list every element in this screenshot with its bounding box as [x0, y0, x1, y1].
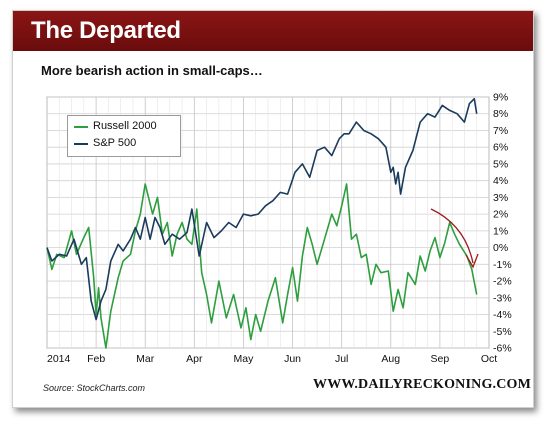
series-line-0 — [46, 183, 478, 349]
y-tick-label: -3% — [493, 292, 512, 304]
series-line-1 — [46, 97, 478, 321]
trend-arrow-shaft — [430, 208, 474, 264]
line-chart: 9% 8% 7% 6% 5% 4% 3% 2% 1% 0% -1% -2% -3% -4% -5% -6% 2… — [46, 92, 512, 365]
chart-subtitle: More bearish action in small-caps… — [41, 63, 263, 78]
x-tick-label: Sep — [431, 353, 450, 365]
series-lines — [46, 97, 478, 349]
x-tick-label: Jun — [284, 353, 301, 365]
y-tick-label: 0% — [493, 242, 508, 254]
x-tick-label: Aug — [381, 353, 400, 365]
y-tick-label: -6% — [493, 343, 512, 355]
x-tick-label: Jul — [335, 353, 348, 365]
trend-arrow-head — [465, 253, 479, 269]
title-bar: The Departed — [13, 11, 533, 51]
x-tick-label: Mar — [136, 353, 155, 365]
y-tick-label: -5% — [493, 326, 512, 338]
x-tick-label: 2014 — [47, 353, 71, 365]
chart-title: The Departed — [31, 17, 181, 44]
y-tick-label: -1% — [493, 259, 512, 271]
x-tick-label: Oct — [481, 353, 497, 365]
y-tick-label: 1% — [493, 225, 508, 237]
legend-label-russell: Russell 2000 — [93, 120, 157, 132]
y-tick-label: 6% — [493, 142, 508, 154]
y-tick-label: 9% — [493, 92, 508, 104]
y-tick-label: 3% — [493, 192, 508, 204]
y-tick-label: 2% — [493, 209, 508, 221]
chart-card: The Departed More bearish action in smal… — [12, 10, 534, 408]
x-tick-label: Feb — [87, 353, 105, 365]
source-note: Source: StockCharts.com — [43, 383, 146, 393]
x-tick-label: Apr — [186, 353, 203, 365]
y-tick-label: 4% — [493, 175, 508, 187]
y-tick-label: 7% — [493, 125, 508, 137]
y-tick-label: -2% — [493, 276, 512, 288]
x-axis-ticks: 2014 Feb Mar Apr May Jun Jul Aug Sep Oct — [47, 353, 497, 365]
site-brand: WWW.DAILYRECKONING.COM — [313, 377, 532, 392]
y-axis-ticks: 9% 8% 7% 6% 5% 4% 3% 2% 1% 0% -1% -2% -3% -4% -5% -6% — [493, 92, 512, 355]
y-tick-label: 5% — [493, 158, 508, 170]
legend-swatch-russell — [74, 126, 88, 128]
x-tick-label: May — [234, 353, 255, 365]
chart-legend: Russell 2000 S&P 500 — [67, 115, 181, 157]
legend-label-sp500: S&P 500 — [93, 137, 137, 149]
legend-swatch-sp500 — [74, 143, 88, 145]
y-tick-label: -4% — [493, 309, 512, 321]
y-tick-label: 8% — [493, 108, 508, 120]
trend-arrow — [430, 208, 479, 269]
